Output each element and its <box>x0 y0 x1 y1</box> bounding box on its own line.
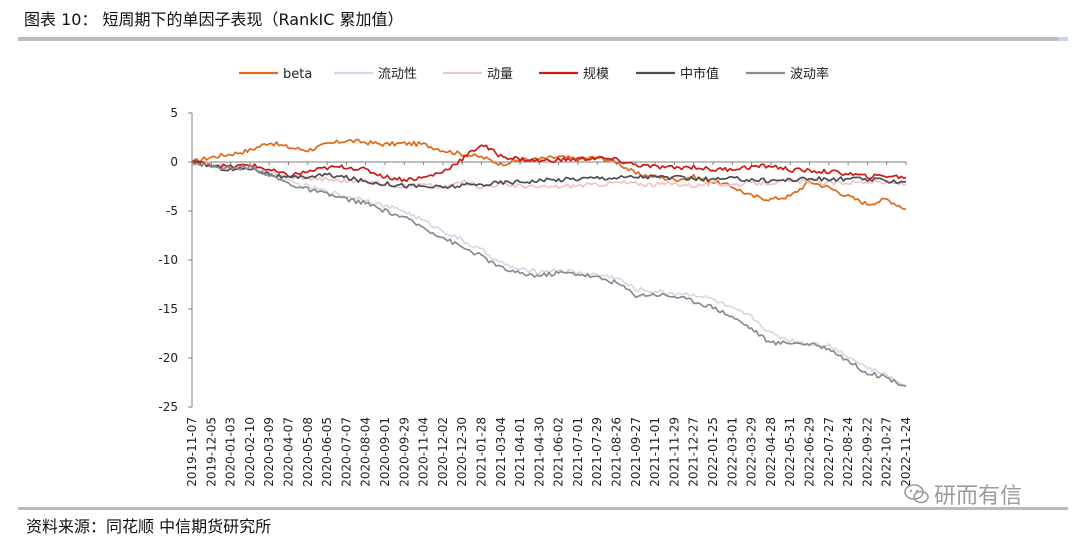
x-tick-label: 2020-11-04 <box>417 417 431 487</box>
x-tick-label: 2019-12-05 <box>204 417 218 487</box>
x-tick-label: 2020-08-04 <box>359 417 373 487</box>
x-tick-label: 2021-04-01 <box>513 417 527 487</box>
chart-series-lines <box>191 138 907 388</box>
line-chart: beta 流动性 动量 规模 中市值 波动率 5 0 -5 -10 -15 -20 -25 2019-… <box>158 66 913 487</box>
x-tick-label: 2020-03-09 <box>262 417 276 487</box>
y-tick-label: -5 <box>166 204 178 218</box>
x-tick-label: 2020-12-02 <box>436 417 450 487</box>
x-tick-label: 2020-09-29 <box>397 417 411 487</box>
x-tick-label: 2022-05-31 <box>783 417 797 487</box>
title-divider-accent <box>1058 37 1068 41</box>
source-note: 资料来源：同花顺 中信期货研究所 <box>26 517 272 536</box>
x-tick-label: 2021-07-01 <box>571 417 585 487</box>
x-tick-label: 2021-03-04 <box>494 417 508 487</box>
legend-label: 流动性 <box>378 67 417 82</box>
legend-label: 中市值 <box>680 66 719 82</box>
x-tick-label: 2020-06-05 <box>320 417 334 487</box>
x-tick-label: 2020-07-07 <box>339 417 353 487</box>
x-tick-label: 2021-07-29 <box>590 417 604 487</box>
y-tick-label: -25 <box>158 400 178 414</box>
series-line-0 <box>191 138 907 211</box>
x-tick-label: 2020-12-30 <box>455 417 469 487</box>
x-tick-label: 2022-06-29 <box>803 417 817 487</box>
x-tick-label: 2022-07-27 <box>822 417 836 487</box>
series-line-4 <box>191 160 907 189</box>
x-tick-label: 2021-09-27 <box>629 417 643 487</box>
watermark: 研而有信 <box>904 478 1022 510</box>
x-tick-label: 2020-02-10 <box>243 417 257 487</box>
chart-legend: beta 流动性 动量 规模 中市值 波动率 <box>239 66 829 82</box>
figure-title: 图表 10： 短周期下的单因子表现（RankIC 累加值） <box>24 10 404 29</box>
x-tick-label: 2022-03-01 <box>725 417 739 487</box>
x-tick-label: 2019-11-07 <box>185 417 199 487</box>
x-tick-label: 2020-01-03 <box>224 417 238 487</box>
legend-label: 波动率 <box>790 66 829 82</box>
x-axis-tick-labels: 2019-11-07 2019-12-05 2020-01-03 2020-02-10… <box>185 162 913 487</box>
x-tick-label: 2022-10-27 <box>880 417 894 487</box>
series-line-3 <box>191 144 907 183</box>
x-tick-label: 2022-01-25 <box>706 417 720 487</box>
series-line-5 <box>191 161 907 388</box>
x-tick-label: 2021-08-26 <box>610 417 624 487</box>
x-tick-label: 2020-04-07 <box>281 417 295 487</box>
x-tick-label: 2021-04-30 <box>532 417 546 487</box>
legend-label: beta <box>283 67 312 82</box>
y-tick-label: -10 <box>158 253 178 267</box>
x-tick-label: 2022-09-22 <box>860 417 874 487</box>
x-tick-label: 2022-08-24 <box>841 417 855 487</box>
x-tick-label: 2022-04-28 <box>764 417 778 487</box>
x-tick-label: 2020-05-08 <box>301 417 315 487</box>
y-tick-label: 0 <box>170 155 178 169</box>
x-tick-label: 2021-06-02 <box>552 417 566 487</box>
legend-label: 动量 <box>487 67 513 82</box>
legend-label: 规模 <box>583 67 609 82</box>
x-tick-label: 2021-01-28 <box>474 417 488 487</box>
watermark-text: 研而有信 <box>934 484 1023 509</box>
x-tick-label: 2021-12-27 <box>687 417 701 487</box>
wechat-icon <box>904 484 929 504</box>
x-tick-label: 2022-11-24 <box>899 417 913 487</box>
title-divider <box>18 37 1068 41</box>
x-tick-label: 2021-11-01 <box>648 417 662 487</box>
footer-divider <box>18 507 1068 510</box>
x-tick-label: 2021-11-29 <box>667 417 681 487</box>
y-tick-label: 5 <box>170 106 178 120</box>
y-tick-label: -20 <box>158 351 178 365</box>
x-tick-label: 2022-03-29 <box>745 417 759 487</box>
x-tick-label: 2020-09-01 <box>378 417 392 487</box>
y-tick-label: -15 <box>158 302 178 316</box>
chart-axes: 5 0 -5 -10 -15 -20 -25 <box>158 106 906 414</box>
